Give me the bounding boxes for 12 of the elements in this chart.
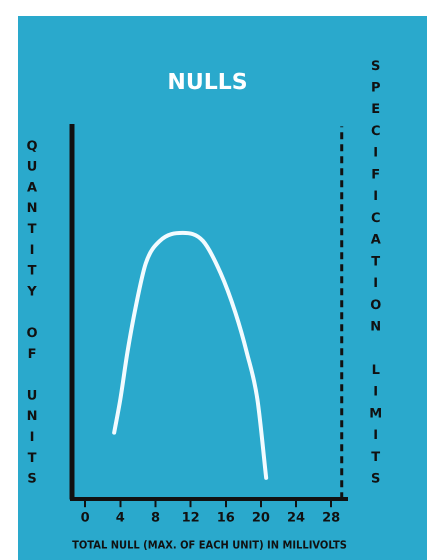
x-tick-label: 20 [252,510,270,526]
x-tick-label: 16 [216,510,235,526]
x-tick-label: 0 [80,510,90,526]
text: QUANTITY OF UNITS [26,138,38,487]
x-tick-label: 24 [286,510,306,526]
x-tick-label: 8 [150,510,160,526]
chart-title: NULLS [167,70,248,95]
text: SPECIFICATION LIMITS [369,58,382,487]
x-tick-label: 4 [116,510,125,526]
x-axis-title: TOTAL NULL (MAX. OF EACH UNIT) IN MILLIVOLTS [72,538,347,552]
x-tick-label: 28 [322,510,340,526]
x-tick-label: 12 [182,510,200,526]
